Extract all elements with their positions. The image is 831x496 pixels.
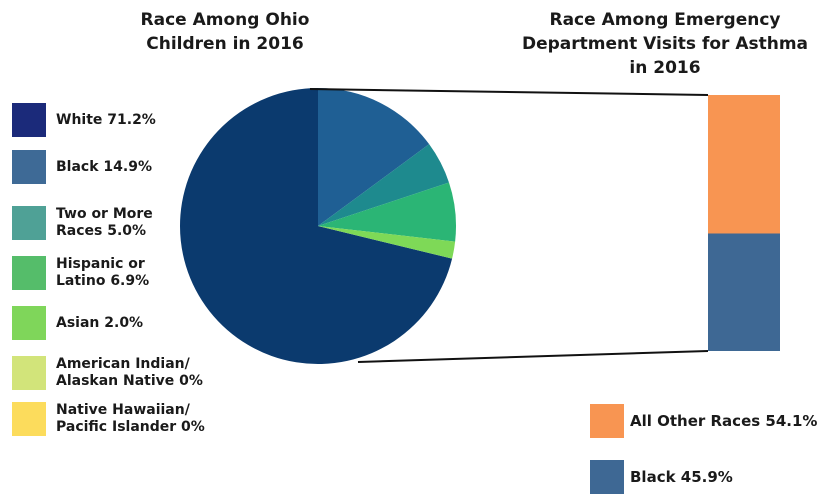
pie-legend-item: American Indian/ Alaskan Native 0% bbox=[12, 356, 242, 400]
legend-swatch bbox=[12, 206, 46, 240]
legend-label: Black 14.9% bbox=[56, 158, 152, 175]
legend-swatch bbox=[12, 150, 46, 184]
pie-legend-item: White 71.2% bbox=[12, 103, 242, 147]
legend-label: White 71.2% bbox=[56, 111, 156, 128]
pie-slice-0 bbox=[180, 88, 453, 365]
pie-legend-item: Native Hawaiian/ Pacific Islander 0% bbox=[12, 402, 242, 446]
legend-label: American Indian/ Alaskan Native 0% bbox=[56, 356, 203, 389]
legend-swatch bbox=[12, 306, 46, 340]
legend-swatch bbox=[590, 460, 624, 494]
bar-segment-0 bbox=[708, 95, 780, 234]
legend-swatch bbox=[12, 256, 46, 290]
legend-label: Two or More Races 5.0% bbox=[56, 206, 153, 239]
legend-swatch bbox=[590, 404, 624, 438]
bar-chart-title: Race Among Emergency Department Visits f… bbox=[521, 10, 809, 78]
connector-line-1 bbox=[357, 350, 709, 363]
pie-legend-item: Asian 2.0% bbox=[12, 306, 242, 350]
pie-legend-item: Hispanic or Latino 6.9% bbox=[12, 256, 242, 300]
bar-segment-1 bbox=[708, 233, 780, 351]
legend-label: All Other Races 54.1% bbox=[630, 411, 818, 430]
legend-label: Asian 2.0% bbox=[56, 314, 144, 331]
pie-legend-item: Black 14.9% bbox=[12, 150, 242, 194]
legend-label: Black 45.9% bbox=[630, 467, 733, 486]
legend-label: Native Hawaiian/ Pacific Islander 0% bbox=[56, 402, 205, 435]
pie-slice-3 bbox=[318, 182, 456, 242]
pie-slice-4 bbox=[318, 226, 456, 259]
pie-chart-title: Race Among Ohio Children in 2016 bbox=[140, 10, 310, 54]
legend-swatch bbox=[12, 356, 46, 390]
legend-swatch bbox=[12, 402, 46, 436]
bar-legend-item: All Other Races 54.1% bbox=[590, 404, 830, 440]
bar-legend-item: Black 45.9% bbox=[590, 460, 830, 496]
legend-label: Hispanic or Latino 6.9% bbox=[56, 256, 150, 289]
connector-line-0 bbox=[309, 88, 709, 96]
pie-slice-1 bbox=[318, 88, 430, 226]
pie-slice-2 bbox=[318, 144, 449, 226]
pie-legend-item: Two or More Races 5.0% bbox=[12, 206, 242, 250]
legend-swatch bbox=[12, 103, 46, 137]
